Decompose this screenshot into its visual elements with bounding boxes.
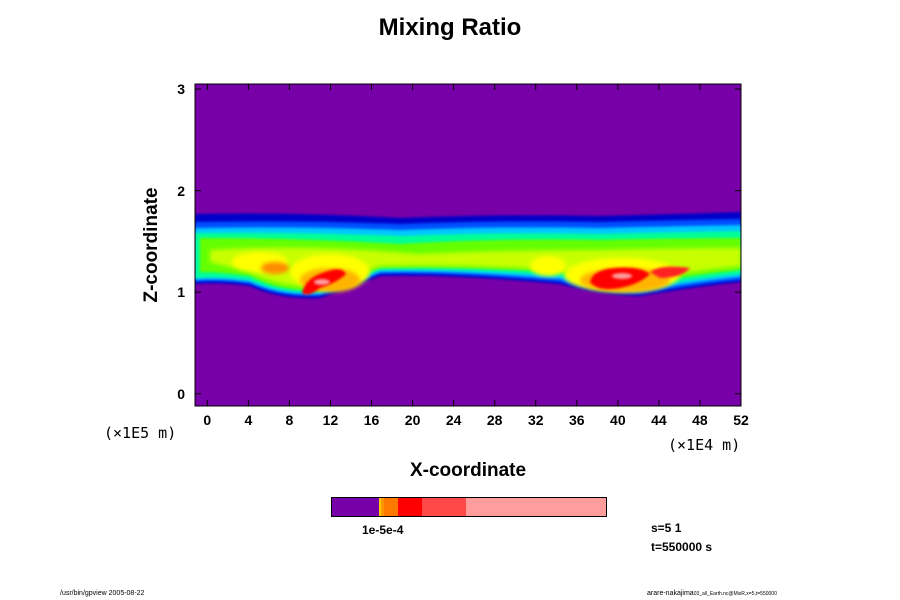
colorbar-segment [381, 498, 385, 516]
x-tick-label: 48 [692, 412, 708, 428]
footer-left: /usr/bin/gpview 2005-08-22 [60, 590, 145, 597]
x-tick-label: 32 [527, 412, 544, 428]
x-tick-label: 44 [651, 412, 667, 428]
x-tick-label: 4 [244, 412, 253, 428]
time-annotation: t=550000 s [651, 540, 713, 554]
x-tick-label: 28 [486, 412, 503, 428]
colorbar-segment [397, 498, 423, 516]
colorbar [331, 497, 607, 517]
x-tick-label: 20 [404, 412, 421, 428]
colorbar-segment [422, 498, 467, 516]
x-tick-label: 24 [445, 412, 462, 428]
step-annotation: s=5 1 [651, 521, 682, 535]
colorbar-tick-label: 1e-5e-4 [362, 523, 404, 537]
x-tick-marks [206, 84, 742, 406]
y-tick-label: 3 [177, 81, 185, 98]
x-axis-label: X-coordinate [409, 460, 527, 481]
y-tick-label: 1 [177, 284, 185, 301]
y-tick-marks [195, 88, 741, 395]
colorbar-segment [332, 498, 379, 516]
x-tick-label: 16 [363, 412, 380, 428]
chart-title: Mixing Ratio [378, 14, 522, 41]
x-tick-label: 12 [322, 412, 339, 428]
colorbar-segment [378, 498, 382, 516]
x-tick-label: 36 [568, 412, 585, 428]
footer-right: arare-nakajima03_all_Earth.nc@MixR,x=5,t… [647, 590, 777, 597]
cloud-layer [195, 212, 741, 299]
colorbar-segment [466, 498, 606, 516]
y-unit-label: (×1E5 m) [104, 424, 177, 442]
x-tick-label: 52 [733, 412, 749, 428]
x-tick-label: 0 [203, 412, 212, 428]
x-unit-label: (×1E4 m) [668, 436, 741, 454]
colorbar-segment [384, 498, 398, 516]
y-tick-label: 2 [177, 182, 185, 199]
plot-frame [194, 83, 742, 407]
footer-right-small: 03_all_Earth.nc@MixR,x=5,t=550000 [693, 591, 777, 597]
x-tick-label: 40 [610, 412, 626, 428]
y-tick-label: 0 [177, 385, 185, 402]
x-tick-label: 8 [285, 412, 294, 428]
footer-right-main: arare-nakajima [647, 590, 694, 597]
